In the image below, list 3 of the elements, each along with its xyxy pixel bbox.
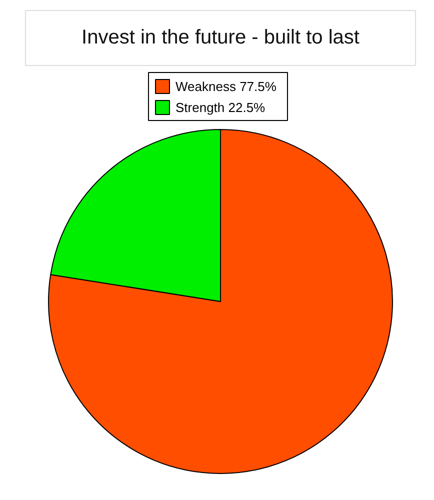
chart-title: Invest in the future - built to last	[82, 26, 360, 48]
legend-label: Strength 22.5%	[176, 100, 266, 115]
legend-label: Weakness 77.5%	[176, 79, 277, 94]
